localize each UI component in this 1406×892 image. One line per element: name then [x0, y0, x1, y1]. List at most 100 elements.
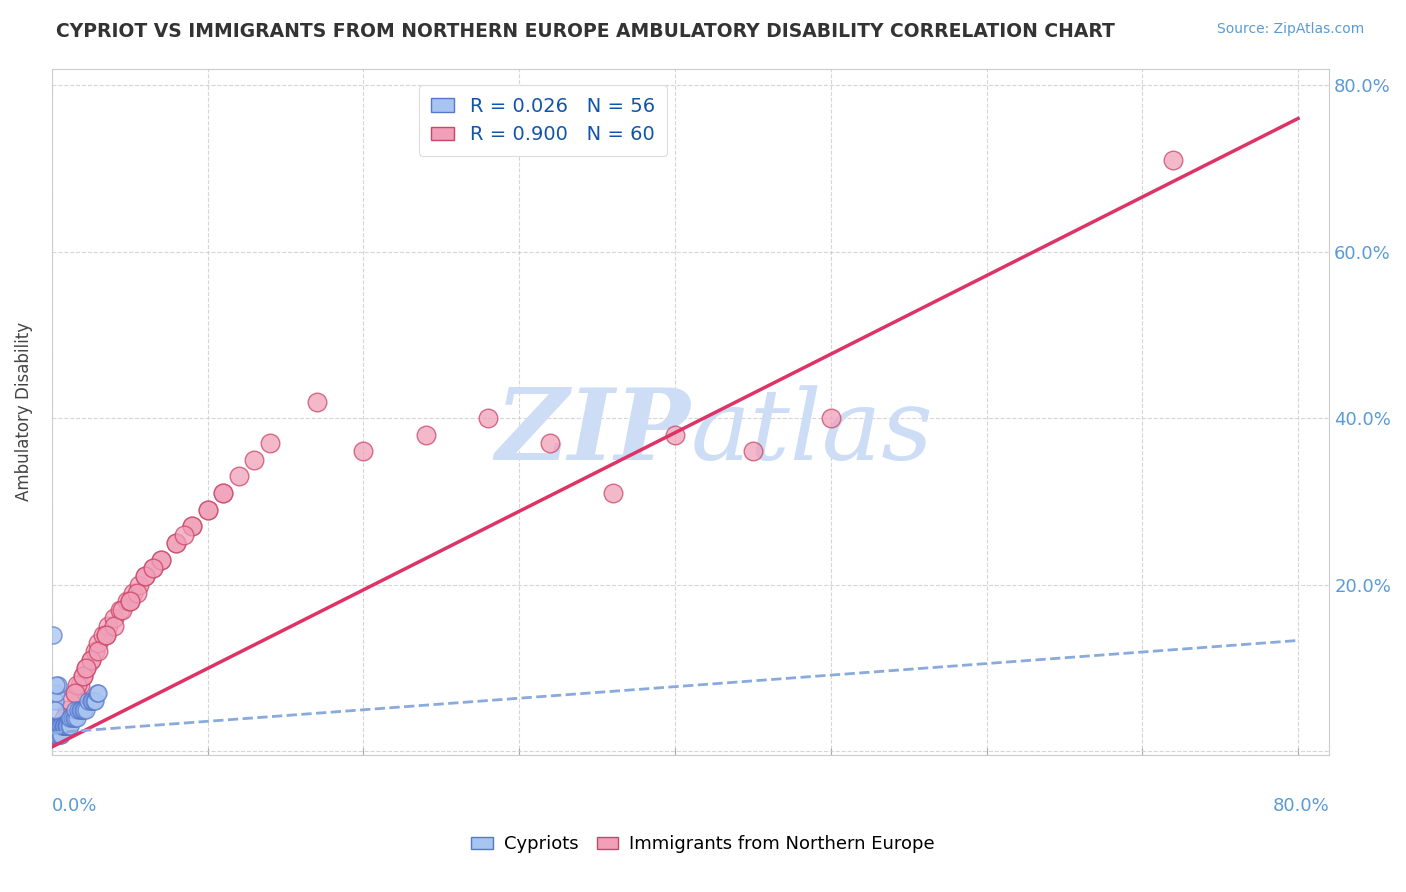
- Point: [820, 411, 842, 425]
- Point: [42, 627, 65, 641]
- Point: [45, 727, 67, 741]
- Text: 80.0%: 80.0%: [1272, 797, 1329, 814]
- Point: [134, 569, 156, 583]
- Point: [53, 719, 76, 733]
- Point: [538, 436, 561, 450]
- Point: [127, 586, 149, 600]
- Point: [44, 727, 66, 741]
- Point: [352, 444, 374, 458]
- Point: [56, 702, 79, 716]
- Point: [42, 727, 65, 741]
- Point: [73, 702, 96, 716]
- Point: [60, 711, 83, 725]
- Point: [46, 727, 69, 741]
- Point: [59, 694, 82, 708]
- Point: [76, 694, 98, 708]
- Point: [52, 719, 75, 733]
- Point: [165, 536, 187, 550]
- Point: [44, 702, 66, 716]
- Point: [42, 727, 65, 741]
- Point: [56, 719, 79, 733]
- Point: [111, 602, 134, 616]
- Point: [52, 719, 75, 733]
- Point: [45, 719, 67, 733]
- Point: [80, 652, 103, 666]
- Point: [212, 486, 235, 500]
- Point: [97, 619, 120, 633]
- Point: [118, 594, 141, 608]
- Point: [55, 719, 77, 733]
- Point: [84, 644, 107, 658]
- Point: [69, 702, 91, 716]
- Point: [53, 711, 76, 725]
- Point: [165, 536, 187, 550]
- Point: [664, 427, 686, 442]
- Point: [181, 519, 204, 533]
- Point: [42, 719, 65, 733]
- Point: [56, 719, 79, 733]
- Point: [149, 552, 172, 566]
- Point: [181, 519, 204, 533]
- Point: [173, 527, 195, 541]
- Text: CYPRIOT VS IMMIGRANTS FROM NORTHERN EUROPE AMBULATORY DISABILITY CORRELATION CHA: CYPRIOT VS IMMIGRANTS FROM NORTHERN EURO…: [56, 22, 1115, 41]
- Point: [63, 702, 86, 716]
- Point: [44, 719, 66, 733]
- Point: [91, 627, 114, 641]
- Point: [69, 677, 91, 691]
- Point: [72, 702, 94, 716]
- Point: [115, 594, 138, 608]
- Point: [46, 719, 69, 733]
- Point: [84, 694, 107, 708]
- Point: [70, 702, 93, 716]
- Point: [45, 686, 67, 700]
- Point: [305, 394, 328, 409]
- Point: [44, 727, 66, 741]
- Point: [197, 502, 219, 516]
- Legend: R = 0.026   N = 56, R = 0.900   N = 60: R = 0.026 N = 56, R = 0.900 N = 60: [419, 85, 666, 156]
- Point: [59, 719, 82, 733]
- Point: [415, 427, 437, 442]
- Point: [86, 686, 108, 700]
- Point: [103, 611, 125, 625]
- Point: [58, 719, 80, 733]
- Point: [59, 711, 82, 725]
- Point: [63, 686, 86, 700]
- Point: [75, 661, 97, 675]
- Point: [48, 719, 70, 733]
- Point: [87, 644, 110, 658]
- Point: [66, 677, 89, 691]
- Point: [75, 702, 97, 716]
- Point: [87, 636, 110, 650]
- Point: [44, 694, 66, 708]
- Point: [228, 469, 250, 483]
- Point: [45, 727, 67, 741]
- Point: [96, 627, 118, 641]
- Point: [1163, 153, 1185, 167]
- Y-axis label: Ambulatory Disability: Ambulatory Disability: [15, 322, 32, 501]
- Point: [212, 486, 235, 500]
- Point: [118, 594, 141, 608]
- Point: [197, 502, 219, 516]
- Point: [75, 661, 97, 675]
- Point: [72, 669, 94, 683]
- Point: [45, 727, 67, 741]
- Point: [259, 436, 281, 450]
- Point: [121, 586, 143, 600]
- Point: [149, 552, 172, 566]
- Point: [243, 452, 266, 467]
- Point: [80, 694, 103, 708]
- Point: [142, 561, 165, 575]
- Point: [134, 569, 156, 583]
- Point: [103, 619, 125, 633]
- Text: ZIP: ZIP: [495, 384, 690, 481]
- Point: [80, 652, 103, 666]
- Point: [45, 677, 67, 691]
- Point: [63, 686, 86, 700]
- Point: [49, 727, 72, 741]
- Text: Source: ZipAtlas.com: Source: ZipAtlas.com: [1216, 22, 1364, 37]
- Point: [82, 694, 104, 708]
- Point: [602, 486, 624, 500]
- Point: [62, 711, 84, 725]
- Point: [477, 411, 499, 425]
- Text: 0.0%: 0.0%: [52, 797, 97, 814]
